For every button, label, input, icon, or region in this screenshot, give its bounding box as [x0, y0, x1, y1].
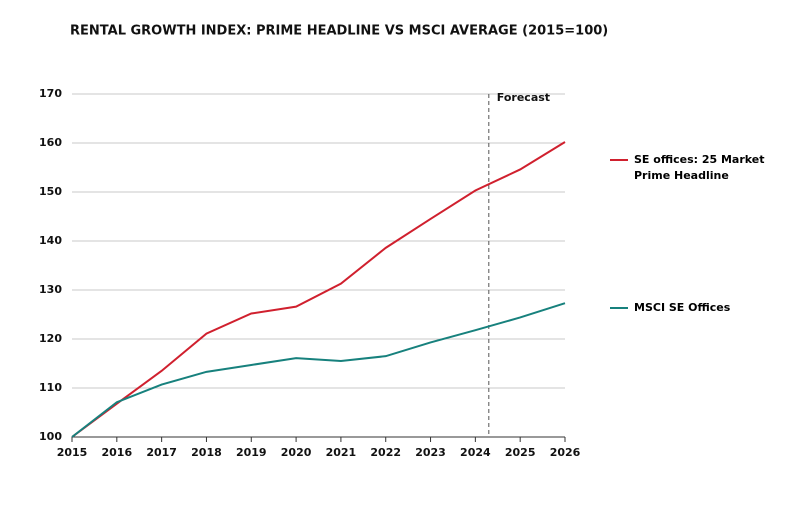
y-tick-label: 100 — [39, 430, 62, 443]
legend-label: SE offices: 25 Market Prime Headline — [634, 153, 765, 182]
legend-entry: MSCI SE Offices — [610, 300, 790, 316]
x-tick-label: 2024 — [460, 446, 491, 459]
y-tick-label: 120 — [39, 332, 62, 345]
forecast-label: Forecast — [497, 91, 550, 104]
x-tick-label: 2016 — [102, 446, 133, 459]
legend-swatch — [610, 307, 628, 309]
legend-entry: SE offices: 25 Market Prime Headline — [610, 152, 790, 184]
y-tick-label: 160 — [39, 136, 62, 149]
y-tick-label: 110 — [39, 381, 62, 394]
y-tick-label: 170 — [39, 87, 62, 100]
x-tick-label: 2019 — [236, 446, 267, 459]
x-tick-label: 2025 — [505, 446, 536, 459]
x-tick-label: 2015 — [57, 446, 88, 459]
x-tick-label: 2020 — [281, 446, 312, 459]
x-tick-label: 2026 — [550, 446, 581, 459]
x-tick-label: 2018 — [191, 446, 222, 459]
legend-label: MSCI SE Offices — [634, 301, 731, 314]
x-tick-label: 2021 — [326, 446, 357, 459]
series-line — [71, 141, 566, 438]
x-tick-label: 2022 — [370, 446, 401, 459]
x-tick-label: 2023 — [415, 446, 446, 459]
y-tick-label: 130 — [39, 283, 62, 296]
y-tick-label: 150 — [39, 185, 62, 198]
series-line — [71, 302, 566, 438]
legend-swatch — [610, 159, 628, 161]
chart-title: RENTAL GROWTH INDEX: PRIME HEADLINE VS M… — [70, 24, 608, 39]
y-tick-label: 140 — [39, 234, 62, 247]
x-tick-label: 2017 — [146, 446, 177, 459]
